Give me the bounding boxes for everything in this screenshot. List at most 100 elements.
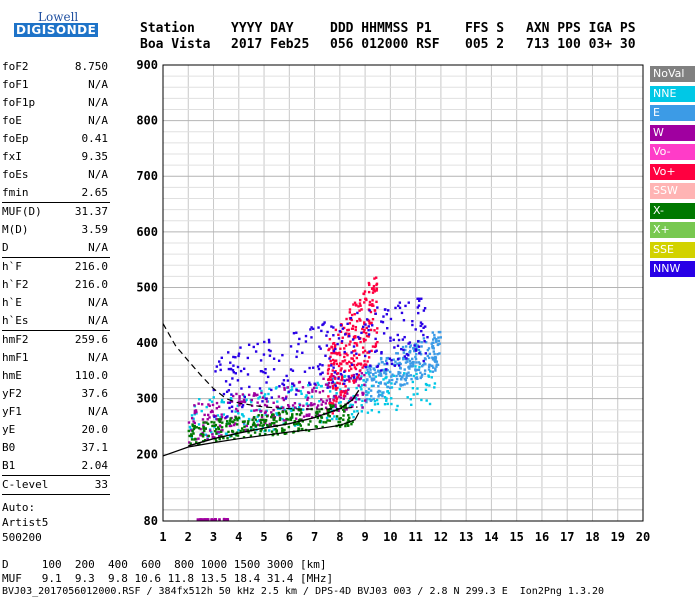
echo-point <box>197 426 201 430</box>
echo-point <box>431 356 434 359</box>
echo-point <box>193 424 196 428</box>
echo-point <box>319 347 322 350</box>
echo-point <box>369 364 372 367</box>
echo-point <box>377 374 381 377</box>
echo-point <box>354 336 357 339</box>
echo-point <box>296 423 300 426</box>
echo-point <box>420 345 423 348</box>
echo-point <box>316 404 320 407</box>
echo-point <box>438 342 441 345</box>
echo-point <box>190 438 194 441</box>
echo-point <box>419 350 422 354</box>
echo-point <box>263 411 267 415</box>
echo-point <box>385 376 388 379</box>
echo-point <box>264 371 267 375</box>
echo-point <box>246 422 250 425</box>
echo-point <box>379 393 382 397</box>
echo-point <box>413 349 416 353</box>
echo-point <box>240 387 243 390</box>
echo-point <box>392 338 395 342</box>
echo-point <box>325 344 329 347</box>
echo-point <box>414 357 418 361</box>
echo-point <box>326 419 329 422</box>
echo-point <box>415 345 418 349</box>
echo-point <box>272 428 276 431</box>
echo-point <box>267 338 271 342</box>
legend-item-x+: X+ <box>650 222 695 238</box>
echo-trace-5 <box>187 403 354 446</box>
echo-point <box>311 390 314 393</box>
echo-point <box>395 378 399 381</box>
echo-point <box>295 331 298 334</box>
echo-point <box>305 402 309 405</box>
echo-point <box>361 325 365 329</box>
echo-point <box>265 400 269 403</box>
x-tick-label: 1 <box>159 530 166 544</box>
echo-point <box>353 410 356 413</box>
echo-point <box>253 392 256 395</box>
echo-point <box>246 373 250 376</box>
echo-point <box>257 397 260 400</box>
echo-point <box>188 434 191 438</box>
echo-point <box>358 309 361 312</box>
echo-point <box>277 359 281 362</box>
echo-point <box>351 338 355 341</box>
header-ffs-value: 005 2 <box>465 37 505 52</box>
echo-point <box>312 386 316 390</box>
echo-point <box>382 378 385 381</box>
echo-point <box>287 425 291 429</box>
echo-point <box>347 375 350 378</box>
echo-point <box>338 330 342 333</box>
echo-point <box>352 376 356 379</box>
echo-point <box>299 424 302 427</box>
echo-point <box>251 423 255 426</box>
echo-point <box>411 380 415 384</box>
echo-point <box>265 381 268 384</box>
echo-point <box>350 318 353 322</box>
echo-point <box>328 400 332 404</box>
echo-point <box>323 321 326 324</box>
echo-point <box>273 421 276 425</box>
echo-point <box>377 389 381 393</box>
echo-point <box>268 387 271 390</box>
echo-point <box>408 345 412 349</box>
echo-point <box>326 330 329 334</box>
echo-point <box>376 365 379 369</box>
echo-point <box>412 374 416 378</box>
echo-point <box>330 325 333 328</box>
echo-point <box>199 427 202 431</box>
echo-point <box>349 316 353 320</box>
echo-point <box>304 340 308 343</box>
echo-point <box>434 338 438 341</box>
echo-point <box>263 340 266 344</box>
echo-point <box>266 375 270 379</box>
echo-point <box>253 409 256 412</box>
echo-point <box>259 421 263 424</box>
echo-point <box>390 362 394 366</box>
profile-dashed-curve <box>162 323 358 410</box>
echo-point <box>257 414 260 417</box>
param-row-yf2: yF2 37.6 <box>2 385 110 403</box>
echo-point <box>220 398 224 402</box>
echo-point <box>346 322 349 325</box>
echo-point <box>344 406 347 409</box>
echo-point <box>348 380 351 383</box>
echo-point <box>190 433 193 436</box>
echo-point <box>311 388 314 391</box>
x-tick-label: 18 <box>585 530 599 544</box>
echo-point <box>201 518 205 522</box>
legend-item-w: W <box>650 124 695 141</box>
echo-point <box>301 351 304 354</box>
echo-point <box>222 518 226 521</box>
echo-point <box>396 362 399 365</box>
echo-point <box>190 414 194 417</box>
echo-point <box>277 411 281 415</box>
echo-point <box>313 402 316 406</box>
echo-point <box>308 413 311 416</box>
echo-point <box>412 362 415 366</box>
param-label: yF1 <box>2 405 22 418</box>
echo-point <box>203 413 206 417</box>
echo-point <box>365 331 368 335</box>
echo-point <box>234 422 237 425</box>
echo-point <box>260 418 263 422</box>
